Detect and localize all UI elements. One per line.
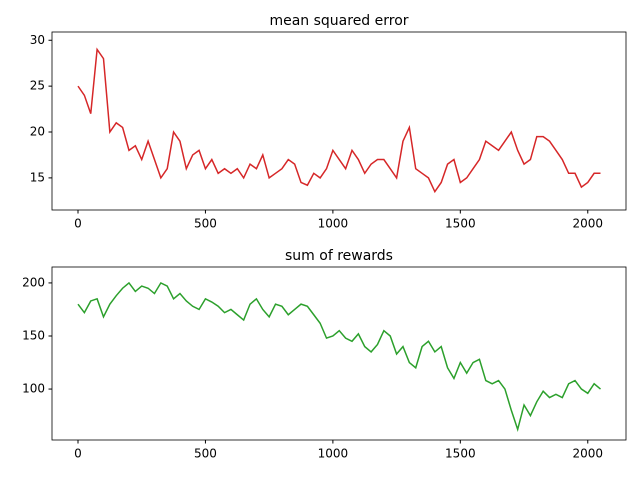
x-tick-label: 1500 bbox=[445, 447, 476, 461]
y-tick-label: 100 bbox=[22, 382, 45, 396]
chart-title: sum of rewards bbox=[285, 248, 393, 264]
axes-frame bbox=[51, 31, 627, 211]
y-tick-label: 200 bbox=[22, 275, 45, 289]
data-line bbox=[77, 281, 601, 433]
x-tick-label: 2000 bbox=[572, 447, 603, 461]
y-tick-label: 15 bbox=[30, 170, 45, 184]
x-tick-label: 1000 bbox=[318, 447, 349, 461]
y-tick-label: 25 bbox=[30, 79, 45, 93]
x-tick-label: 0 bbox=[74, 217, 82, 231]
x-tick-label: 1500 bbox=[445, 217, 476, 231]
x-tick-label: 2000 bbox=[572, 217, 603, 231]
data-line bbox=[77, 47, 601, 194]
y-tick-label: 20 bbox=[30, 125, 45, 139]
y-tick-label: 30 bbox=[30, 33, 45, 47]
chart-title: mean squared error bbox=[269, 13, 408, 29]
x-tick-label: 1000 bbox=[318, 217, 349, 231]
x-tick-label: 500 bbox=[194, 217, 217, 231]
x-tick-label: 0 bbox=[74, 447, 82, 461]
y-tick-label: 150 bbox=[22, 328, 45, 342]
axes-frame bbox=[51, 266, 627, 441]
x-tick-label: 500 bbox=[194, 447, 217, 461]
